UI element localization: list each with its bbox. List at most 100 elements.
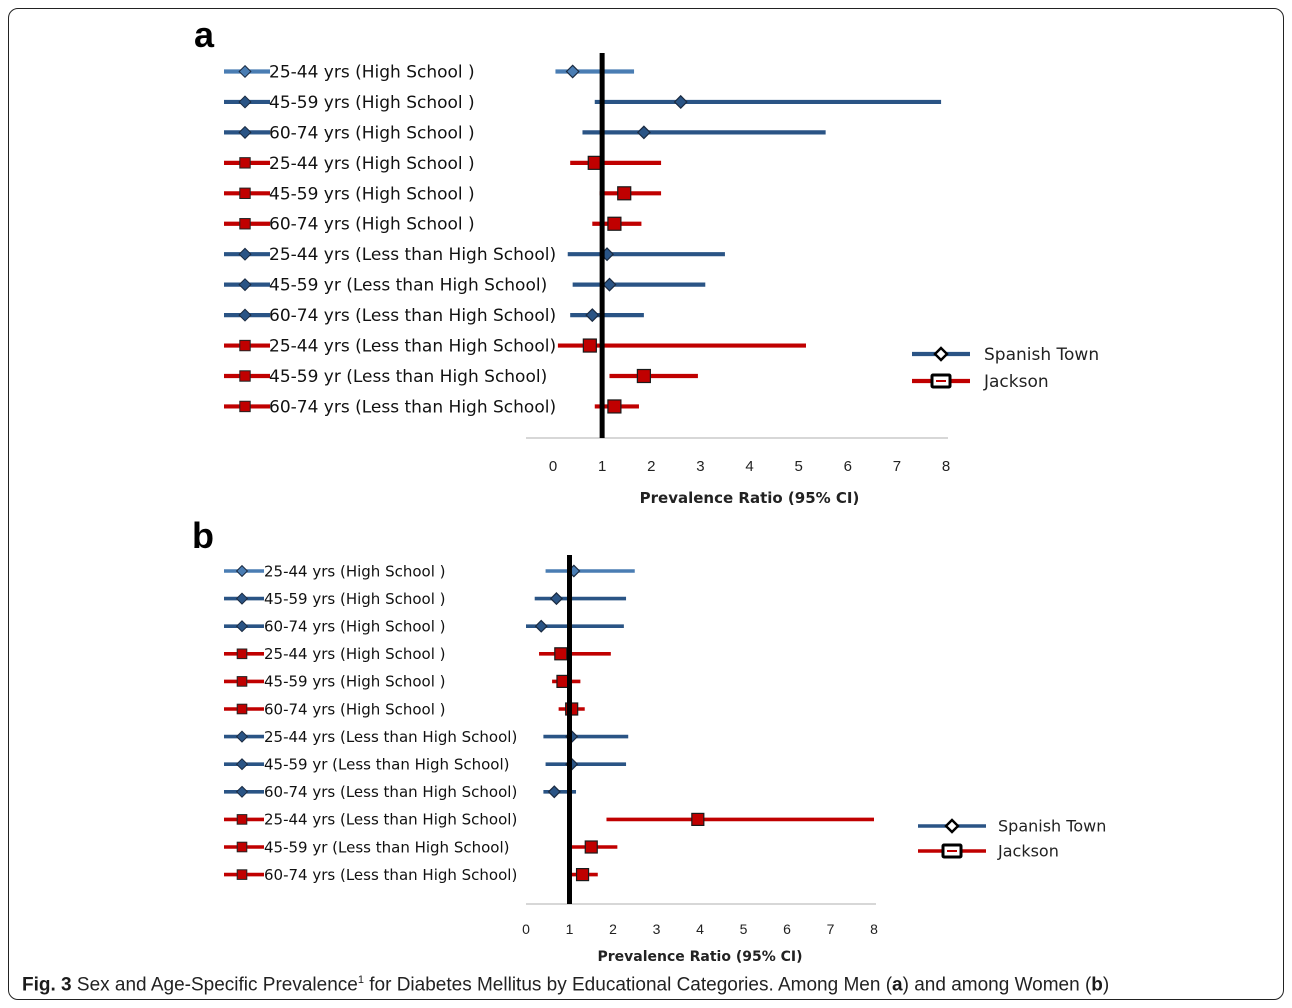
x-tick-label: 5	[794, 458, 802, 475]
row-label: 60-74 yrs (High School )	[269, 123, 475, 143]
row-label: 60-74 yrs (Less than High School)	[269, 397, 556, 417]
legend-label: Spanish Town	[998, 817, 1106, 836]
x-tick-label: 0	[522, 921, 530, 937]
caption-text-3: ) and among Women (	[902, 974, 1092, 996]
row-label: 45-59 yrs (High School )	[269, 184, 475, 204]
row-label: 45-59 yrs (High School )	[264, 673, 446, 691]
row-label: 60-74 yrs (Less than High School)	[264, 783, 517, 801]
panel-label-b: b	[192, 515, 214, 556]
x-tick-label: 1	[566, 921, 574, 937]
row-label: 25-44 yrs (High School )	[264, 645, 446, 663]
x-tick-label: 4	[745, 458, 753, 475]
row-label: 45-59 yr (Less than High School)	[269, 276, 547, 296]
row-label-diamond-marker	[235, 730, 249, 743]
estimate-diamond-marker	[636, 125, 651, 140]
caption-superscript: 1	[357, 974, 364, 986]
row-label: 45-59 yr (Less than High School)	[264, 838, 510, 856]
legend-label: Jackson	[997, 842, 1059, 861]
row-label-square-marker	[236, 814, 248, 825]
estimate-diamond-marker	[585, 308, 600, 323]
estimate-square-marker	[575, 867, 590, 882]
estimate-square-marker	[554, 647, 568, 661]
x-tick-label: 8	[870, 921, 878, 937]
row-label-square-marker	[236, 648, 248, 660]
row-label: 25-44 yrs (Less than High School)	[264, 728, 517, 746]
row-label-diamond-marker	[238, 95, 252, 109]
x-tick-label: 8	[942, 458, 950, 475]
x-axis-title: Prevalence Ratio (95% CI)	[597, 949, 802, 965]
row-label-square-marker	[239, 157, 251, 169]
caption-text-1: Sex and Age-Specific Prevalence	[71, 974, 358, 996]
row-label: 45-59 yr (Less than High School)	[264, 755, 510, 773]
row-label-square-marker	[236, 841, 248, 853]
row-label: 60-74 yrs (High School )	[264, 700, 446, 718]
figure-frame	[8, 8, 1284, 1000]
row-label: 25-44 yrs (High School )	[269, 62, 475, 82]
figure-caption: Fig. 3 Sex and Age-Specific Prevalence1 …	[22, 974, 1109, 996]
legend-diamond-marker	[933, 346, 949, 362]
legend-label: Jackson	[983, 372, 1049, 392]
row-label: 25-44 yrs (Less than High School)	[269, 245, 556, 265]
x-tick-label: 7	[893, 458, 901, 475]
row-label: 25-44 yrs (High School )	[269, 154, 475, 174]
x-tick-label: 5	[740, 921, 748, 937]
row-label-diamond-marker	[235, 620, 249, 633]
x-tick-label: 3	[653, 921, 661, 937]
estimate-diamond-marker	[534, 619, 548, 633]
estimate-diamond-marker	[602, 277, 617, 292]
estimate-square-marker	[587, 155, 602, 170]
estimate-square-marker	[584, 840, 598, 854]
panel-label-a: a	[194, 14, 215, 55]
x-tick-label: 1	[598, 458, 606, 475]
x-tick-label: 0	[549, 458, 557, 475]
x-tick-label: 6	[844, 458, 852, 475]
x-axis-title: Prevalence Ratio (95% CI)	[640, 489, 860, 507]
row-label-diamond-marker	[235, 758, 249, 771]
row-label-square-marker	[239, 339, 251, 352]
estimate-square-marker	[607, 399, 622, 414]
row-label: 25-44 yrs (Less than High School)	[264, 811, 517, 829]
row-label-diamond-marker	[235, 785, 249, 798]
estimate-square-marker	[617, 186, 632, 201]
estimate-square-marker	[636, 368, 651, 384]
row-label-diamond-marker	[238, 308, 252, 322]
x-tick-label: 2	[609, 921, 617, 937]
estimate-square-marker	[582, 338, 597, 353]
x-tick-label: 3	[696, 458, 704, 475]
caption-a: a	[892, 974, 903, 996]
estimate-diamond-marker	[547, 785, 561, 799]
x-tick-label: 2	[647, 458, 655, 475]
caption-text-2: for Diabetes Mellitus by Educational Cat…	[363, 974, 893, 996]
row-label-square-marker	[239, 187, 251, 200]
row-label: 25-44 yrs (High School )	[264, 562, 446, 580]
estimate-diamond-marker	[549, 592, 563, 606]
legend-label: Spanish Town	[984, 345, 1099, 365]
row-label-diamond-marker	[235, 564, 249, 578]
x-tick-label: 7	[827, 921, 835, 937]
row-label-diamond-marker	[238, 64, 252, 79]
caption-b: b	[1091, 974, 1103, 996]
row-label-square-marker	[239, 400, 251, 413]
caption-text-4: )	[1102, 974, 1110, 996]
caption-label: Fig. 3	[22, 974, 72, 996]
legend: Spanish Town Jackson	[918, 817, 1106, 861]
x-tick-label: 6	[783, 921, 791, 937]
row-label: 60-74 yrs (High School )	[269, 215, 475, 235]
estimate-square-marker	[607, 216, 622, 231]
panel-b: 0 1 2 3 4 5 6 7 8 Prevalence Ratio (95% CI) 25-44 …	[224, 555, 1106, 965]
panel-a: 0 1 2 3 4 5 6 7 8 Prevalence Ratio (95% CI) 25-44 …	[224, 53, 1099, 507]
row-label-diamond-marker	[238, 125, 252, 139]
row-label: 45-59 yrs (High School )	[264, 590, 446, 608]
row-label-square-marker	[236, 869, 248, 880]
estimate-diamond-marker	[565, 64, 580, 79]
row-label-diamond-marker	[235, 592, 249, 605]
row-label: 60-74 yrs (Less than High School)	[269, 306, 556, 326]
estimate-square-marker	[691, 812, 705, 827]
legend-diamond-marker	[944, 818, 960, 834]
row-label-square-marker	[239, 370, 251, 382]
row-label: 45-59 yrs (High School )	[269, 93, 475, 113]
estimate-diamond-marker	[673, 94, 688, 109]
row-label: 25-44 yrs (Less than High School)	[269, 337, 556, 357]
row-label-square-marker	[236, 703, 248, 715]
